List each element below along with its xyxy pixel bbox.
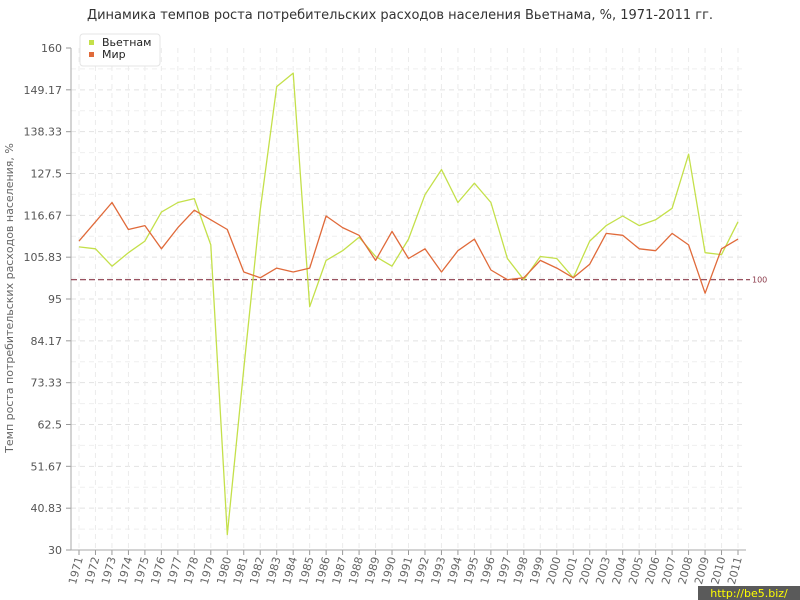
reference-line-label: 100 (752, 276, 767, 285)
y-tick-label: 95 (48, 293, 62, 306)
watermark-bg (698, 586, 800, 600)
legend-swatch (89, 52, 94, 57)
grid (71, 48, 746, 550)
y-tick-label: 62.5 (38, 419, 63, 432)
y-tick-label: 51.67 (31, 460, 63, 473)
y-tick-label: 84.17 (31, 335, 63, 348)
y-tick-label: 40.83 (31, 502, 63, 515)
legend-box (79, 33, 161, 67)
legend-swatch (89, 40, 94, 45)
chart-title: Динамика темпов роста потребительских ра… (86, 8, 714, 23)
y-tick-label: 30 (48, 544, 62, 557)
watermark-group: http://be5.biz/ (698, 586, 800, 600)
series-line-vietnam[interactable] (78, 72, 739, 536)
y-tick-label: 160 (41, 42, 62, 55)
legend-entry[interactable]: Мир (102, 48, 126, 61)
reference-line-group: 100 (71, 276, 767, 285)
series-line-world[interactable] (78, 201, 739, 294)
y-tick-label: 116.67 (24, 209, 63, 222)
watermark-text: http://be5.biz/ (710, 587, 788, 600)
y-tick-label: 149.17 (24, 84, 63, 97)
x-ticks: 1971197219731974197519761977197819791980… (66, 555, 745, 585)
y-axis-label: Темп роста потребительских расходов насе… (3, 143, 16, 454)
y-tick-label: 138.33 (24, 126, 63, 139)
y-tick-label: 73.33 (31, 377, 63, 390)
series-group (78, 72, 739, 536)
legend-entry[interactable]: Вьетнам (102, 36, 151, 49)
y-tick-label: 105.83 (24, 251, 63, 264)
y-ticks: 30 40.83 51.67 62.5 73.33 84.17 95 105.83 116.67… (24, 42, 63, 557)
y-tick-label: 127.5 (31, 168, 63, 181)
axes (66, 47, 746, 555)
